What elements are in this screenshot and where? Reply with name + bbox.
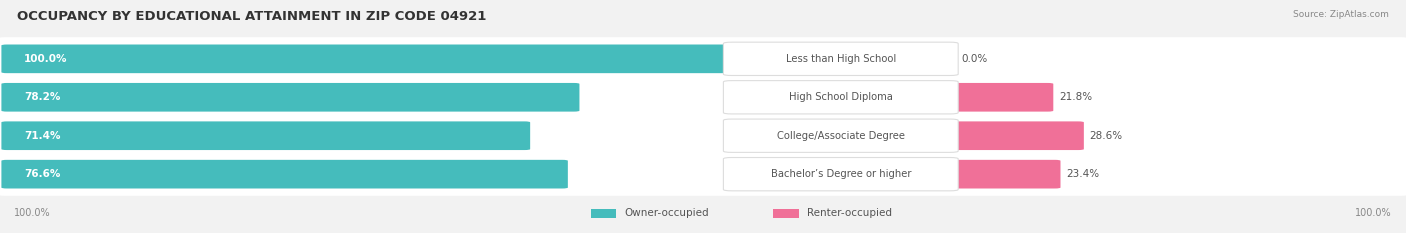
FancyBboxPatch shape: [0, 37, 1406, 80]
Text: College/Associate Degree: College/Associate Degree: [776, 131, 905, 141]
Text: 78.2%: 78.2%: [24, 92, 60, 102]
FancyBboxPatch shape: [723, 42, 959, 75]
Text: 23.4%: 23.4%: [1066, 169, 1099, 179]
Text: 100.0%: 100.0%: [1355, 208, 1392, 218]
FancyBboxPatch shape: [773, 209, 799, 218]
Text: High School Diploma: High School Diploma: [789, 92, 893, 102]
FancyBboxPatch shape: [723, 158, 959, 191]
FancyBboxPatch shape: [945, 121, 1084, 150]
FancyBboxPatch shape: [0, 152, 1406, 196]
Text: 28.6%: 28.6%: [1090, 131, 1122, 141]
Text: OCCUPANCY BY EDUCATIONAL ATTAINMENT IN ZIP CODE 04921: OCCUPANCY BY EDUCATIONAL ATTAINMENT IN Z…: [17, 10, 486, 24]
FancyBboxPatch shape: [723, 81, 959, 114]
Text: Bachelor’s Degree or higher: Bachelor’s Degree or higher: [770, 169, 911, 179]
FancyBboxPatch shape: [591, 209, 616, 218]
FancyBboxPatch shape: [1, 121, 530, 150]
Text: 71.4%: 71.4%: [24, 131, 60, 141]
FancyBboxPatch shape: [0, 75, 1406, 119]
FancyBboxPatch shape: [1, 83, 579, 112]
FancyBboxPatch shape: [945, 160, 1060, 188]
Text: 100.0%: 100.0%: [14, 208, 51, 218]
FancyBboxPatch shape: [1, 45, 738, 73]
Text: 100.0%: 100.0%: [24, 54, 67, 64]
Text: Owner-occupied: Owner-occupied: [624, 208, 709, 218]
Text: Renter-occupied: Renter-occupied: [807, 208, 891, 218]
Text: 76.6%: 76.6%: [24, 169, 60, 179]
Text: 0.0%: 0.0%: [962, 54, 987, 64]
Text: 21.8%: 21.8%: [1059, 92, 1092, 102]
FancyBboxPatch shape: [723, 119, 959, 152]
FancyBboxPatch shape: [945, 83, 1053, 112]
Text: Source: ZipAtlas.com: Source: ZipAtlas.com: [1294, 10, 1389, 20]
Text: Less than High School: Less than High School: [786, 54, 896, 64]
FancyBboxPatch shape: [1, 160, 568, 188]
FancyBboxPatch shape: [0, 114, 1406, 158]
